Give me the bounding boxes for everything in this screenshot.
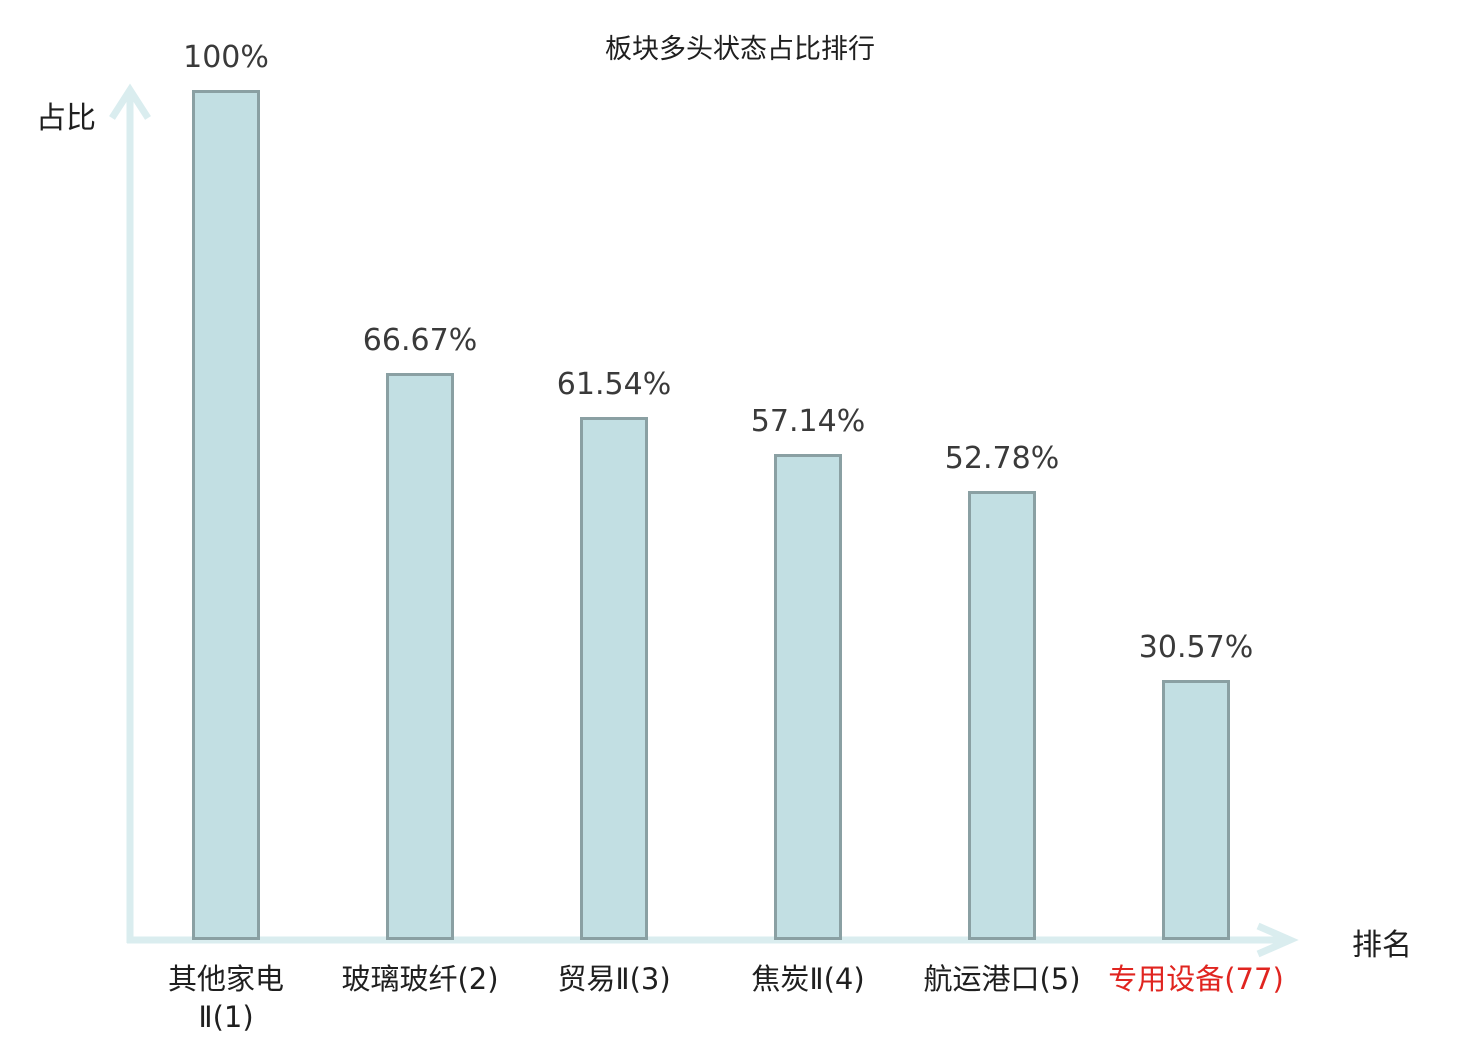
bar-category-label: 航运港口(5) — [923, 962, 1081, 996]
bar — [1162, 680, 1230, 940]
y-axis-label: 占比 — [36, 101, 96, 136]
bar-value-label: 100% — [183, 40, 269, 75]
bar-value-label: 52.78% — [944, 441, 1060, 476]
bar-category-label: 玻璃玻纤(2) — [341, 962, 499, 996]
bar — [580, 417, 648, 940]
chart-title: 板块多头状态占比排行 — [605, 34, 875, 65]
x-axis-label: 排名 — [1352, 928, 1412, 963]
bar — [774, 454, 842, 940]
bar-value-label: 66.67% — [362, 323, 478, 358]
bar-category-label: 专用设备(77) — [1108, 962, 1284, 996]
bar — [968, 491, 1036, 940]
bar-value-label: 57.14% — [750, 404, 866, 439]
bar-value-label: 30.57% — [1138, 630, 1254, 665]
bar — [192, 90, 260, 940]
bar-category-label: 贸易Ⅱ(3) — [557, 962, 671, 996]
bar-category-label: 焦炭Ⅱ(4) — [751, 962, 865, 996]
x-axis-arrow-icon — [1256, 922, 1299, 958]
bar — [386, 373, 454, 940]
bar-value-label: 61.54% — [556, 367, 672, 402]
bar-category-label: 其他家电 Ⅱ(1) — [167, 962, 285, 1034]
y-axis-arrow-icon — [109, 83, 151, 120]
